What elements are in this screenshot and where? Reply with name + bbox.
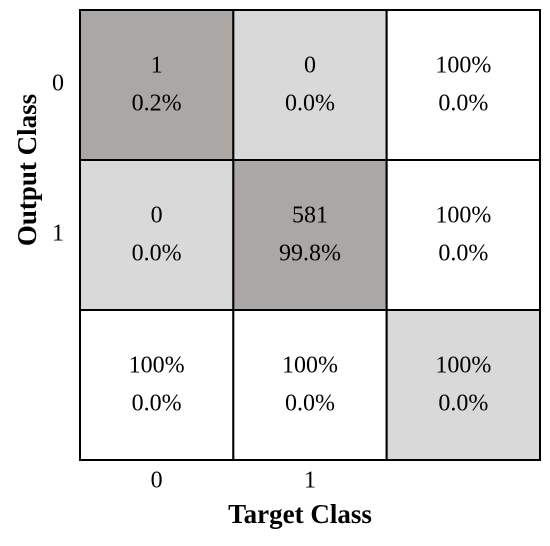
matrix-cell	[79, 9, 235, 161]
cell-value: 100%	[435, 203, 491, 229]
cell-value: 100%	[435, 53, 491, 79]
cell-percent: 0.2%	[132, 91, 182, 117]
cell-value: 100%	[435, 353, 491, 379]
cell-value: 100%	[129, 353, 185, 379]
y-tick-label: 0	[52, 71, 64, 97]
x-tick-label: 0	[151, 468, 163, 494]
cell-percent: 0.0%	[438, 391, 488, 417]
cell-percent: 99.8%	[279, 241, 341, 267]
y-tick-label: 1	[52, 221, 64, 247]
matrix-cell	[79, 159, 235, 311]
cell-percent: 0.0%	[285, 391, 335, 417]
x-axis-label: Target Class	[228, 499, 372, 529]
cell-value: 581	[292, 203, 328, 229]
cell-percent: 0.0%	[285, 91, 335, 117]
y-axis-label: Output Class	[12, 94, 42, 246]
cell-percent: 0.0%	[438, 91, 488, 117]
cell-value: 100%	[282, 353, 338, 379]
cell-percent: 0.0%	[132, 391, 182, 417]
x-tick-label: 1	[304, 468, 316, 494]
cell-value: 0	[304, 53, 316, 79]
matrix-cell	[232, 9, 388, 161]
cell-value: 1	[151, 53, 163, 79]
matrix-cell	[79, 309, 235, 461]
matrix-cell	[385, 159, 541, 311]
matrix-cell	[232, 309, 388, 461]
cell-percent: 0.0%	[132, 241, 182, 267]
matrix-cell	[385, 9, 541, 161]
cell-percent: 0.0%	[438, 241, 488, 267]
matrix-cell	[385, 309, 541, 461]
matrix-cell	[232, 159, 388, 311]
cell-value: 0	[151, 203, 163, 229]
